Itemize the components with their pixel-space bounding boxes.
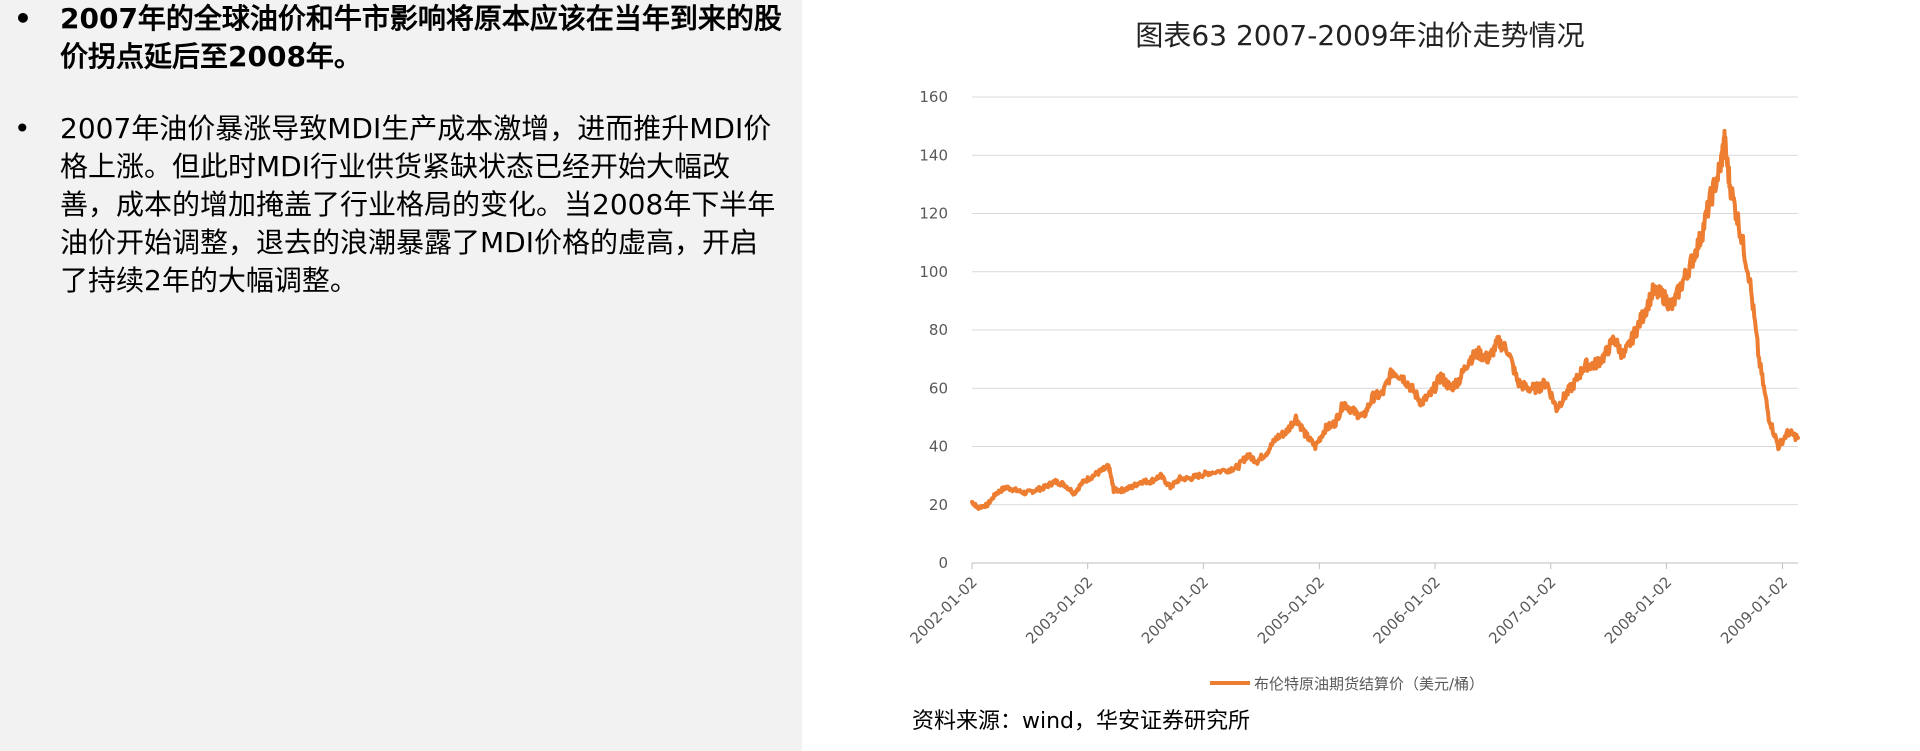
y-tick-label: 20 [929, 496, 948, 514]
x-tick-label: 2008-01-02 [1601, 573, 1675, 647]
y-tick-label: 60 [929, 379, 948, 397]
x-tick-label: 2003-01-02 [1022, 573, 1096, 647]
x-tick-label: 2009-01-02 [1717, 573, 1791, 647]
grid-lines [972, 96, 1798, 564]
bullet-text-2: 2007年油价暴涨导致MDI生产成本激增，进而推升MDI价格上涨。但此时MDI行… [60, 112, 776, 297]
y-tick-label: 0 [938, 554, 948, 572]
x-tick-label: 2005-01-02 [1254, 573, 1328, 647]
chart-container: 图表63 2007-2009年油价走势情况 0 20 40 60 80 100 120 140… [880, 0, 1880, 751]
y-tick-label: 80 [929, 321, 948, 339]
y-tick-label: 120 [919, 205, 948, 223]
bullet-item-1: • 2007年的全球油价和牛市影响将原本应该在当年到来的股价拐点延后至2008年… [14, 0, 784, 76]
x-tick-label: 2007-01-02 [1485, 573, 1559, 647]
x-tick-label: 2002-01-02 [906, 573, 980, 647]
bullet-dot-icon: • [14, 2, 32, 35]
x-tick-label: 2006-01-02 [1370, 573, 1444, 647]
x-axis-ticks: 2002-01-02 2003-01-02 2004-01-02 2005-01-02… [906, 562, 1798, 647]
y-tick-label: 40 [929, 438, 948, 456]
bullet-item-2: • 2007年油价暴涨导致MDI生产成本激增，进而推升MDI价格上涨。但此时MD… [14, 110, 784, 300]
bullet-text-1: 2007年的全球油价和牛市影响将原本应该在当年到来的股价拐点延后至2008年。 [60, 2, 782, 73]
bullet-list: • 2007年的全球油价和牛市影响将原本应该在当年到来的股价拐点延后至2008年… [14, 0, 784, 300]
legend-label: 布伦特原油期货结算价（美元/桶） [1254, 675, 1484, 693]
source-note: 资料来源：wind，华安证券研究所 [912, 709, 1251, 734]
series-line-brent [970, 128, 1800, 511]
x-tick-label: 2004-01-02 [1138, 573, 1212, 647]
text-panel: • 2007年的全球油价和牛市影响将原本应该在当年到来的股价拐点延后至2008年… [0, 0, 802, 751]
y-tick-label: 100 [919, 263, 948, 281]
y-tick-label: 140 [919, 146, 948, 164]
oil-price-chart: 0 20 40 60 80 100 120 140 160 2002-01-02 2003-01-… [906, 88, 1800, 693]
y-axis-ticks: 0 20 40 60 80 100 120 140 160 [919, 88, 948, 572]
legend: 布伦特原油期货结算价（美元/桶） [1210, 675, 1484, 693]
bullet-dot-icon: • [14, 112, 31, 145]
chart-title: 图表63 2007-2009年油价走势情况 [1135, 19, 1585, 52]
y-tick-label: 160 [919, 88, 948, 106]
